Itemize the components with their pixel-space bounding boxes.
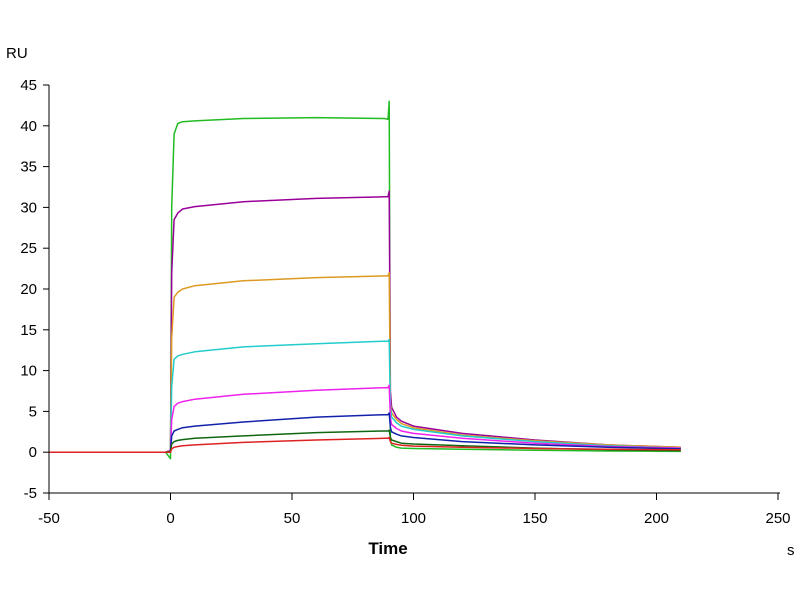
series-line-7: [49, 429, 681, 453]
x-unit-label: s: [787, 542, 795, 559]
x-tick-label: 100: [401, 510, 426, 527]
y-tick-label: 35: [20, 159, 37, 176]
x-tick-label: 250: [765, 510, 790, 527]
x-tick-label: 0: [166, 510, 174, 527]
y-axis: -5 0 5 10 15 20 25 30 35 40 45: [20, 77, 49, 502]
y-tick-label: 20: [20, 281, 37, 298]
x-tick-label: -50: [38, 510, 60, 527]
y-tick-label: 40: [20, 118, 37, 135]
x-tick-label: 150: [522, 510, 547, 527]
y-tick-label: 45: [20, 77, 37, 94]
y-tick-label: -5: [24, 485, 37, 502]
series-line-2: [49, 190, 681, 453]
series-line-6: [49, 412, 681, 453]
y-unit-label: RU: [6, 45, 28, 62]
y-tick-label: 30: [20, 199, 37, 216]
x-axis: -50 0 50 100 150 200 250: [38, 493, 791, 527]
y-tick-label: 0: [29, 444, 37, 461]
y-tick-label: 25: [20, 240, 37, 257]
x-axis-label: Time: [368, 539, 407, 558]
x-tick-label: 50: [284, 510, 301, 527]
series-line-3: [49, 271, 681, 453]
y-tick-label: 15: [20, 322, 37, 339]
series-layer: [49, 100, 681, 460]
y-tick-label: 5: [29, 403, 37, 420]
x-tick-label: 200: [644, 510, 669, 527]
series-line-4: [49, 338, 681, 453]
y-tick-label: 10: [20, 363, 37, 380]
series-line-8: [49, 436, 681, 453]
series-line-5: [49, 384, 681, 453]
series-line-1: [49, 100, 681, 460]
